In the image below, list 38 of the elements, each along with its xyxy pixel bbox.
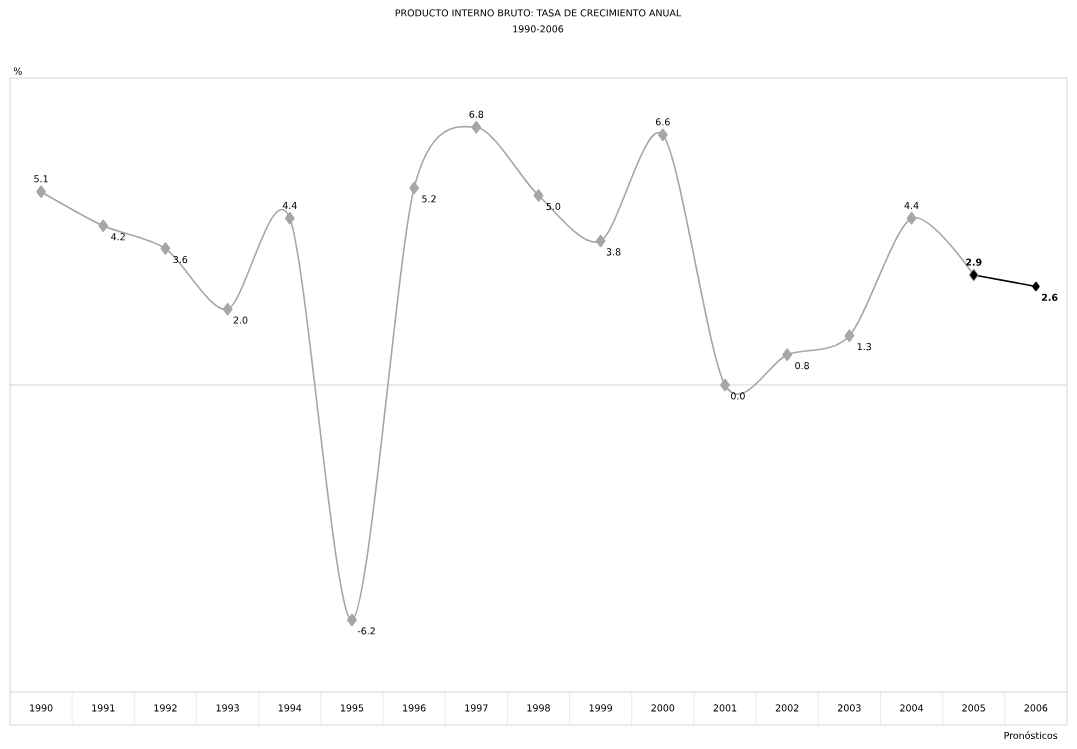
data-label: 5.1 [34,175,48,183]
data-label: 0.0 [731,392,745,400]
x-tick-label: 1993 [216,704,239,712]
data-label: 6.8 [469,110,484,118]
x-tick-label: 1997 [465,704,488,712]
data-label: 3.8 [606,248,621,256]
x-tick-label: 2002 [775,704,799,712]
chart-title: PRODUCTO INTERNO BRUTO: TASA DE CRECIMIENTO ANUAL [395,9,682,17]
data-label: 4.4 [904,201,919,209]
chart-subtitle: 1990-2006 [513,25,564,33]
x-tick-label: 1990 [30,704,53,712]
data-label: 0.8 [795,362,809,370]
data-label: 5.2 [422,195,436,203]
data-label: 4.2 [111,233,125,241]
x-tick-label: 1999 [589,704,613,712]
x-tick-label: 1996 [403,704,426,712]
x-tick-label: 2005 [962,704,985,712]
text: Pronósticos [1004,731,1058,740]
data-label: 1.3 [857,343,872,351]
x-tick-label: 2001 [713,704,737,712]
x-tick-label: 2000 [651,704,675,712]
data-label: 2.6 [1042,293,1058,301]
x-tick-label: 1994 [278,704,302,712]
data-label: 4.4 [282,201,297,209]
data-label: 3.6 [173,255,188,264]
x-tick-label: 2006 [1024,704,1048,712]
x-tick-label: 2004 [900,704,924,712]
data-label: 2.9 [966,258,982,266]
data-label: -6.2 [357,627,375,635]
x-tick-label: 1995 [340,704,364,712]
data-label: 2.0 [233,316,248,324]
y-axis-title: % [13,67,22,75]
x-tick-label: 1992 [154,704,177,712]
x-tick-label: 2003 [838,704,861,712]
data-label: 5.0 [546,202,561,211]
data-label: 6.6 [655,118,670,126]
x-tick-label: 1998 [527,704,550,712]
x-tick-label: 1991 [92,704,115,712]
